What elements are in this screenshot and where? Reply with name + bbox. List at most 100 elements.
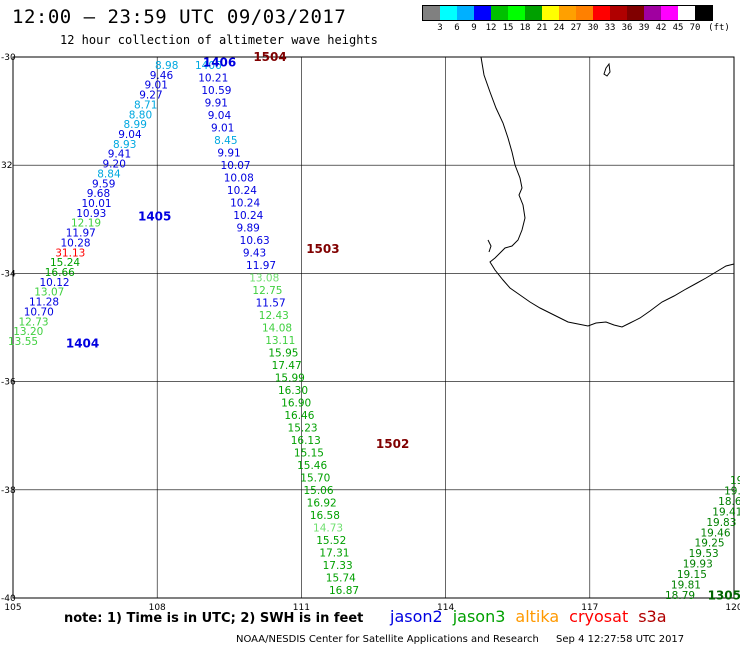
wave-height-value: 9.27 (139, 90, 162, 102)
color-scale-swatches (422, 5, 713, 21)
wave-height-value: 8.71 (134, 99, 157, 111)
scale-swatch (661, 6, 678, 20)
wave-height-value: 18.79 (665, 590, 695, 602)
wave-height-value: 16.46 (284, 410, 314, 422)
lon-tick-label: 111 (293, 603, 310, 613)
orbit-pass-label: 1404 (66, 337, 99, 351)
lon-tick-label: 117 (581, 603, 598, 613)
color-scale-labels: 3 6 9 12 15 18 21 24 27 30 33 36 39 42 45 70 (ft) (422, 21, 730, 35)
lon-tick-label: 120 (725, 603, 740, 613)
lon-tick-label: 105 (4, 603, 21, 613)
wave-height-value: 15.52 (316, 535, 346, 547)
orbit-pass-label: 1504 (253, 50, 286, 64)
scale-swatch (423, 6, 440, 20)
wave-height-value: 19.93 (683, 559, 713, 571)
wave-height-value: 10.01 (82, 198, 112, 210)
lat-tick-label: 32 (1, 161, 12, 171)
wave-height-value: 16.66 (45, 267, 75, 279)
wave-height-value: 11.57 (256, 298, 286, 310)
scale-label: 3 (437, 23, 443, 33)
scale-swatch (457, 6, 474, 20)
wave-height-value: 10.24 (230, 198, 260, 210)
scale-swatch (491, 6, 508, 20)
scale-label: 21 (536, 23, 548, 33)
wave-height-value: 9.43 (243, 248, 266, 260)
wave-height-value: 15.23 (288, 423, 318, 435)
scale-swatch (559, 6, 576, 20)
wave-height-value: 9.59 (92, 178, 115, 190)
wave-height-value: 19.46 (700, 527, 730, 539)
wave-height-value: 16.30 (278, 385, 308, 397)
wave-height-value: 19.15 (677, 569, 707, 581)
scale-swatch (593, 6, 610, 20)
wave-height-value: 9.89 (236, 223, 259, 235)
wave-height-value: 16.87 (329, 585, 359, 597)
wave-height-value: 10.12 (40, 277, 70, 289)
scale-label: 6 (454, 23, 460, 33)
wave-height-value: 13.55 (8, 336, 38, 348)
wave-height-value: 15.24 (50, 257, 80, 269)
wave-height-color-scale: 3 6 9 12 15 18 21 24 27 30 33 36 39 42 45 70 (ft) (422, 5, 730, 35)
wave-height-value: 12.19 (71, 218, 101, 230)
chart-subtitle: 12 hour collection of altimeter wave hei… (60, 33, 378, 47)
orbit-pass-label: 1503 (306, 242, 339, 256)
wave-height-value: 9.01 (145, 80, 168, 92)
wave-height-value: 8.80 (129, 109, 152, 121)
graticule-grid (13, 57, 734, 598)
scale-label: 33 (604, 23, 616, 33)
wave-height-tracks: 8.989.469.019.278.718.808.999.048.939.41… (8, 60, 740, 602)
satellite-legend-item: s3a (638, 607, 667, 626)
wave-height-value: 8.84 (97, 168, 121, 180)
wave-height-value: 16.90 (281, 398, 311, 410)
wave-height-value: 9.46 (150, 70, 174, 82)
wave-height-value: 19.81 (671, 580, 701, 592)
scale-label: 9 (471, 23, 477, 33)
scale-swatch (610, 6, 627, 20)
lon-tick-label: 114 (437, 603, 454, 613)
wave-height-value: 10.24 (227, 185, 257, 197)
wave-height-value: 15.70 (300, 473, 330, 485)
wave-height-value: 8.98 (155, 60, 178, 72)
orbit-pass-labels: 1404 1405 1406 1504 1503 1502 1305 (66, 50, 740, 602)
scale-label: 15 (502, 23, 514, 33)
wave-height-value: 8.45 (214, 135, 237, 147)
wave-height-value: 16.58 (310, 510, 340, 522)
wave-height-value: 12.73 (19, 316, 49, 328)
footnote: note: 1) Time is in UTC; 2) SWH is in fe… (64, 611, 364, 626)
scale-unit: (ft) (708, 23, 730, 33)
wave-height-value: 18.6 (718, 496, 740, 508)
scale-swatch (576, 6, 593, 20)
wave-height-value: 19.83 (706, 517, 736, 529)
wave-height-value: 19 (730, 475, 740, 487)
scale-swatch (508, 6, 525, 20)
wave-height-value: 15.95 (268, 348, 298, 360)
scale-label: 39 (638, 23, 650, 33)
wave-height-value: 9.01 (211, 123, 234, 135)
wave-height-value: 10.07 (221, 160, 251, 172)
wave-height-value: 8.93 (113, 139, 136, 151)
wave-height-value: 9.04 (208, 110, 232, 122)
wave-height-value: 16.92 (307, 498, 337, 510)
wave-height-value: 10.28 (61, 237, 91, 249)
wave-height-value: 12.43 (259, 310, 289, 322)
scale-swatch (525, 6, 542, 20)
scale-swatch (474, 6, 491, 20)
wave-height-value: 19.41 (712, 506, 740, 518)
wave-height-value: 10.21 (198, 73, 228, 85)
island-outline (603, 62, 611, 77)
scale-label: 45 (672, 23, 684, 33)
wave-height-value: 15.15 (294, 448, 324, 460)
wave-height-value: 31.13 (55, 247, 85, 259)
lat-tick-label: -34 (1, 269, 16, 279)
lon-tick-label: 108 (149, 603, 166, 613)
generated-timestamp: Sep 4 12:27:58 UTC 2017 (556, 634, 685, 645)
chart-title: 12:00 – 23:59 UTC 09/03/2017 (12, 6, 347, 28)
satellite-legend: jason2 jason3 altika cryosat s3a (390, 607, 667, 626)
wave-height-value: 15.06 (303, 485, 333, 497)
scale-swatch (627, 6, 644, 20)
credit-text: NOAA/NESDIS Center for Satellite Applica… (236, 634, 539, 645)
satellite-legend-item: jason2 (390, 607, 443, 626)
orbit-pass-label: 1305 (708, 588, 740, 602)
wave-height-value: 13.11 (265, 335, 295, 347)
wave-height-value: 19.25 (695, 538, 725, 550)
